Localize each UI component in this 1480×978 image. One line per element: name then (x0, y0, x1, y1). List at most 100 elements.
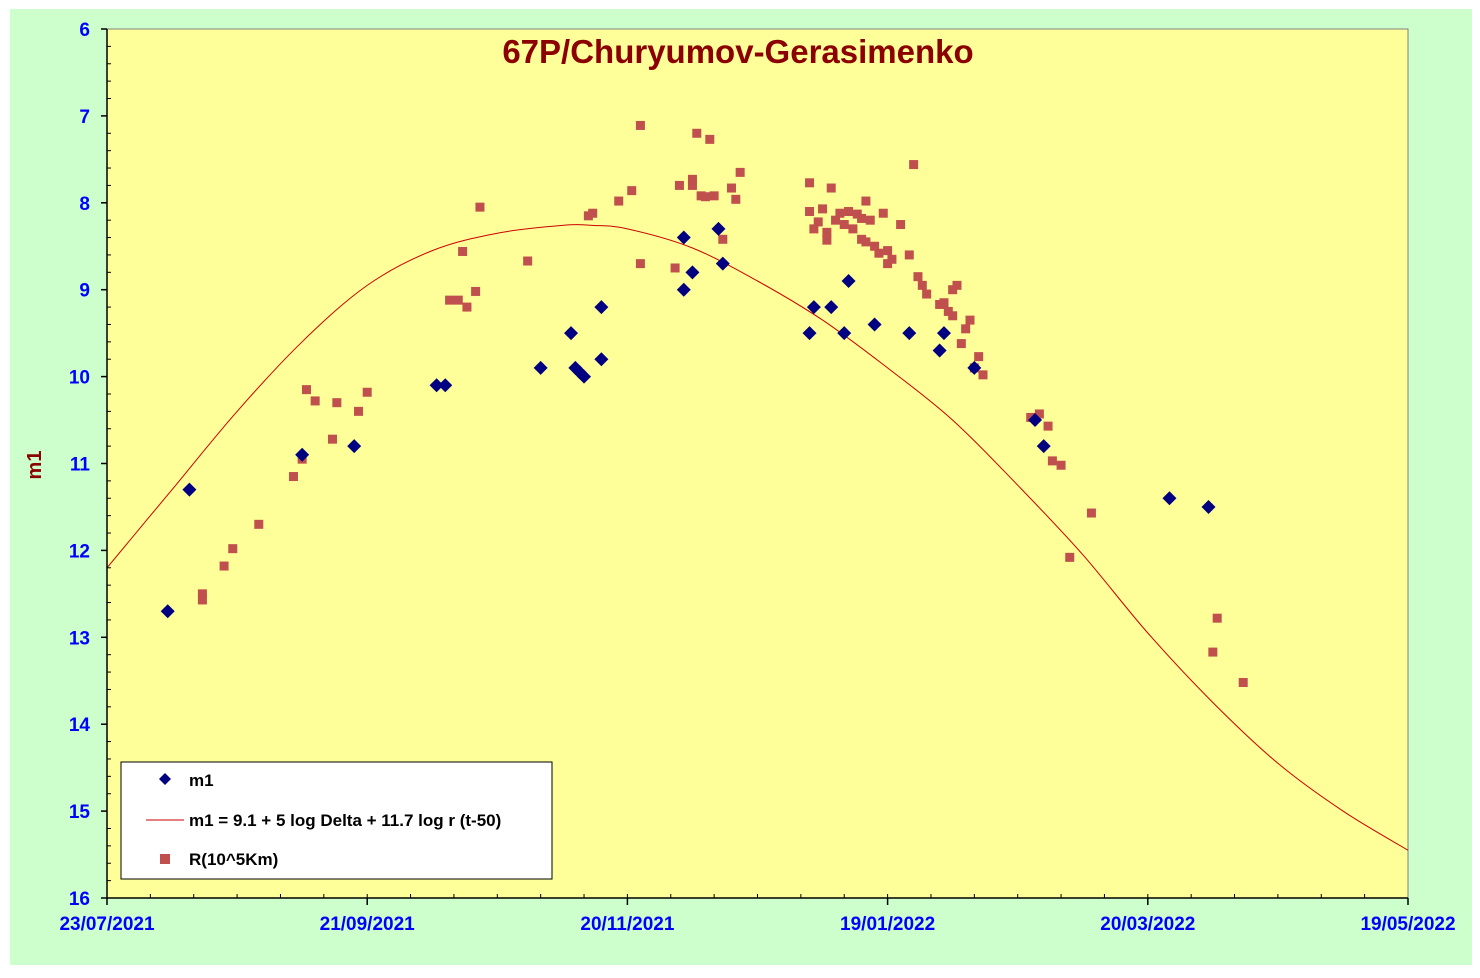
chart-title: 67P/Churyumov-Gerasimenko (502, 33, 973, 70)
r-point (1212, 613, 1222, 623)
m1-point (867, 317, 882, 332)
r-point (805, 178, 815, 188)
r-point (904, 250, 914, 260)
legend-m1-marker (159, 773, 171, 785)
r-point (288, 472, 298, 482)
r-point (956, 339, 966, 349)
m1-point (577, 369, 592, 384)
m1-point (1036, 439, 1051, 454)
r-point (857, 213, 867, 223)
r-point (809, 224, 819, 234)
fit-line (106, 224, 1409, 851)
fit-line-layer (106, 224, 1409, 851)
r-point (1086, 508, 1096, 518)
m1-point (932, 343, 947, 358)
y-tick-label: 11 (70, 455, 91, 476)
r-point (848, 224, 858, 234)
r-point (878, 208, 888, 218)
y-tick-label: 15 (69, 802, 91, 823)
m1-point (594, 352, 609, 367)
y-tick-label: 13 (69, 628, 90, 649)
r-point (453, 295, 463, 305)
y-axis-label: m1 (24, 451, 46, 480)
x-tick-label: 19/05/2022 (1360, 914, 1455, 935)
r-point (588, 208, 598, 218)
r-point (614, 196, 624, 206)
legend-box (120, 761, 553, 880)
r-point (445, 295, 455, 305)
m1-point (711, 221, 726, 236)
x-tick-label: 21/09/2021 (320, 914, 416, 935)
r-point (718, 234, 728, 244)
r-point (475, 202, 485, 212)
r-point (1047, 456, 1057, 466)
m1-point (715, 256, 730, 271)
r-point (917, 280, 927, 290)
m1-point (837, 326, 852, 341)
r-point (328, 434, 338, 444)
y-tick-label: 14 (69, 715, 91, 736)
r-point (835, 208, 845, 218)
legend-r-label: R(10^5Km) (189, 850, 278, 869)
m1-point (967, 360, 982, 375)
x-tick-label: 20/11/2021 (580, 914, 674, 935)
r-point (332, 398, 342, 408)
r-point (674, 180, 684, 190)
m1-point (347, 439, 362, 454)
r-point (922, 289, 932, 299)
r-point (310, 396, 320, 406)
r-point (687, 174, 697, 184)
x-tick-label: 23/07/2021 (59, 914, 155, 935)
r-point (952, 280, 962, 290)
x-ticks: 23/07/2021 21/09/2021 20/11/2021 19/01/2022… (59, 894, 1456, 935)
r-point (818, 204, 828, 214)
r-point (228, 544, 238, 554)
r-point (1043, 421, 1053, 431)
r-point (254, 519, 264, 529)
r-point (627, 186, 637, 196)
m1-point (1201, 499, 1216, 514)
r-point (523, 256, 533, 266)
r-point (839, 220, 849, 230)
m1-point (936, 326, 951, 341)
r-point (887, 254, 897, 264)
m1-series-layer (160, 221, 1216, 619)
m1-point (1162, 491, 1177, 506)
x-tick-label: 20/03/2022 (1100, 914, 1195, 935)
m1-point (594, 300, 609, 315)
r-point (909, 160, 919, 170)
y-ticks: 6 7 8 9 10 11 12 13 14 15 16 (69, 20, 111, 910)
r-point (735, 167, 745, 177)
m1-point (902, 326, 917, 341)
r-point (1034, 409, 1044, 419)
legend-fit-line-label: m1 = 9.1 + 5 log Delta + 11.7 log r (t-5… (189, 811, 501, 830)
r-point (831, 215, 841, 225)
m1-point (564, 326, 579, 341)
m1-point (533, 360, 548, 375)
m1-point (802, 326, 817, 341)
m1-point (806, 300, 821, 315)
r-point (974, 352, 984, 362)
m1-point (685, 265, 700, 280)
m1-point (160, 604, 175, 619)
y-tick-label: 12 (69, 541, 90, 562)
r-point (670, 263, 680, 273)
r-point (948, 311, 958, 321)
legend: m1 m1 = 9.1 + 5 log Delta + 11.7 log r (… (120, 761, 553, 880)
m1-point (824, 300, 839, 315)
r-point (978, 370, 988, 380)
r-point (913, 272, 923, 282)
r-point (861, 196, 871, 206)
r-point (635, 259, 645, 269)
m1-point (182, 482, 197, 497)
m1-point (438, 378, 453, 393)
plot-area (106, 28, 1409, 899)
r-point (805, 206, 815, 216)
r-point (362, 387, 372, 397)
r-point (822, 235, 832, 245)
y-tick-label: 6 (79, 20, 90, 41)
m1-point (676, 282, 691, 297)
r-point (1065, 552, 1075, 562)
